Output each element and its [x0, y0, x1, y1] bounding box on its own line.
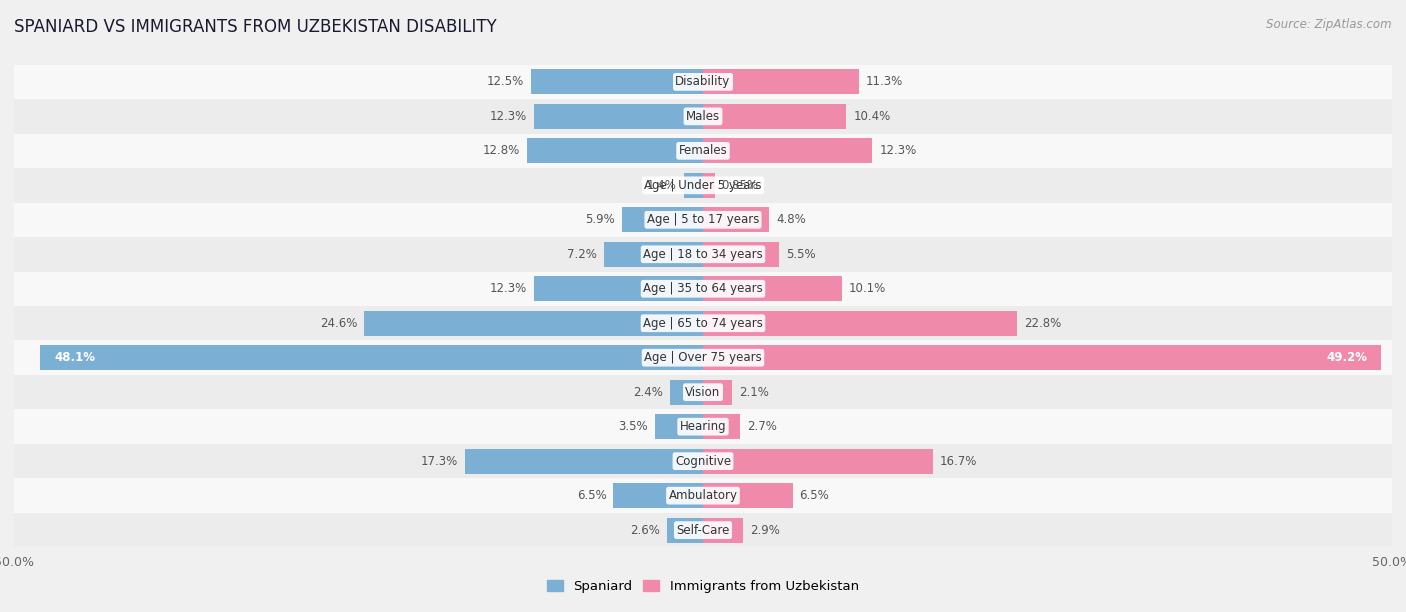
Text: Age | 65 to 74 years: Age | 65 to 74 years	[643, 317, 763, 330]
Bar	[703, 483, 793, 508]
Text: 7.2%: 7.2%	[567, 248, 598, 261]
Text: Age | Under 5 years: Age | Under 5 years	[644, 179, 762, 192]
Bar	[531, 70, 703, 94]
Text: 49.2%: 49.2%	[1326, 351, 1367, 364]
Bar	[14, 203, 1392, 237]
Text: 6.5%: 6.5%	[576, 489, 606, 502]
Text: 2.4%: 2.4%	[633, 386, 664, 398]
Text: Age | 18 to 34 years: Age | 18 to 34 years	[643, 248, 763, 261]
Bar	[14, 168, 1392, 203]
Text: 16.7%: 16.7%	[941, 455, 977, 468]
Bar	[683, 173, 703, 198]
Text: Source: ZipAtlas.com: Source: ZipAtlas.com	[1267, 18, 1392, 31]
Text: Disability: Disability	[675, 75, 731, 88]
Text: 1.4%: 1.4%	[647, 179, 676, 192]
Bar	[14, 375, 1392, 409]
Bar	[703, 104, 846, 129]
Bar	[14, 513, 1392, 547]
Bar	[703, 345, 1381, 370]
Text: Hearing: Hearing	[679, 420, 727, 433]
Text: 4.8%: 4.8%	[776, 214, 806, 226]
Bar	[703, 242, 779, 267]
Bar	[14, 409, 1392, 444]
Bar	[703, 414, 740, 439]
Bar	[703, 207, 769, 232]
Text: Age | 35 to 64 years: Age | 35 to 64 years	[643, 282, 763, 295]
Text: SPANIARD VS IMMIGRANTS FROM UZBEKISTAN DISABILITY: SPANIARD VS IMMIGRANTS FROM UZBEKISTAN D…	[14, 18, 496, 36]
Bar	[14, 65, 1392, 99]
Bar	[527, 138, 703, 163]
Text: Age | Over 75 years: Age | Over 75 years	[644, 351, 762, 364]
Text: 0.85%: 0.85%	[721, 179, 759, 192]
Text: 12.8%: 12.8%	[482, 144, 520, 157]
Bar	[14, 340, 1392, 375]
Bar	[703, 70, 859, 94]
Text: 10.1%: 10.1%	[849, 282, 886, 295]
Bar	[14, 133, 1392, 168]
Text: Self-Care: Self-Care	[676, 524, 730, 537]
Text: 17.3%: 17.3%	[420, 455, 458, 468]
Bar	[533, 277, 703, 301]
Bar	[669, 380, 703, 405]
Text: 12.3%: 12.3%	[489, 282, 527, 295]
Text: Age | 5 to 17 years: Age | 5 to 17 years	[647, 214, 759, 226]
Text: 10.4%: 10.4%	[853, 110, 890, 123]
Bar	[621, 207, 703, 232]
Bar	[703, 518, 742, 542]
Bar	[14, 306, 1392, 340]
Bar	[703, 173, 714, 198]
Bar	[533, 104, 703, 129]
Text: 2.9%: 2.9%	[749, 524, 780, 537]
Text: 5.9%: 5.9%	[585, 214, 614, 226]
Bar	[613, 483, 703, 508]
Text: 5.5%: 5.5%	[786, 248, 815, 261]
Bar	[703, 277, 842, 301]
Text: 2.6%: 2.6%	[630, 524, 661, 537]
Bar	[14, 479, 1392, 513]
Bar	[703, 311, 1017, 335]
Text: Vision: Vision	[685, 386, 721, 398]
Bar	[603, 242, 703, 267]
Text: 2.1%: 2.1%	[738, 386, 769, 398]
Text: Cognitive: Cognitive	[675, 455, 731, 468]
Text: 2.7%: 2.7%	[747, 420, 778, 433]
Bar	[14, 99, 1392, 133]
Bar	[703, 380, 733, 405]
Text: 3.5%: 3.5%	[619, 420, 648, 433]
Bar	[14, 237, 1392, 272]
Bar	[655, 414, 703, 439]
Bar	[41, 345, 703, 370]
Text: 12.3%: 12.3%	[879, 144, 917, 157]
Text: 48.1%: 48.1%	[53, 351, 96, 364]
Bar	[464, 449, 703, 474]
Text: 12.3%: 12.3%	[489, 110, 527, 123]
Bar	[668, 518, 703, 542]
Text: 22.8%: 22.8%	[1024, 317, 1062, 330]
Text: Females: Females	[679, 144, 727, 157]
Text: Ambulatory: Ambulatory	[668, 489, 738, 502]
Text: Males: Males	[686, 110, 720, 123]
Text: 6.5%: 6.5%	[800, 489, 830, 502]
Bar	[703, 138, 873, 163]
Bar	[14, 272, 1392, 306]
Bar	[14, 444, 1392, 479]
Bar	[703, 449, 934, 474]
Legend: Spaniard, Immigrants from Uzbekistan: Spaniard, Immigrants from Uzbekistan	[541, 575, 865, 598]
Text: 12.5%: 12.5%	[486, 75, 524, 88]
Bar	[364, 311, 703, 335]
Text: 24.6%: 24.6%	[319, 317, 357, 330]
Text: 11.3%: 11.3%	[866, 75, 903, 88]
